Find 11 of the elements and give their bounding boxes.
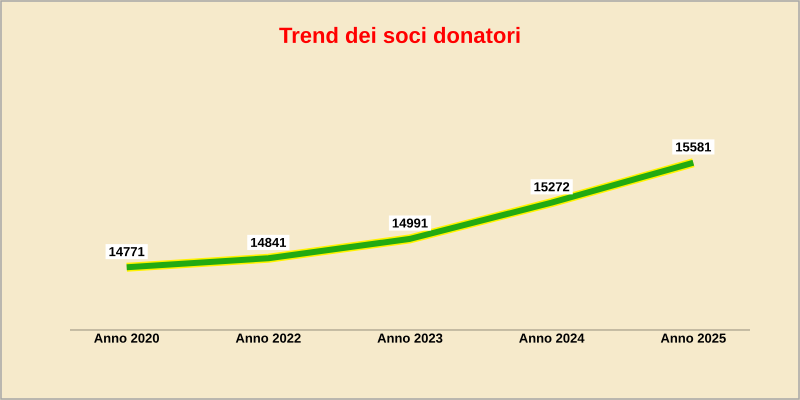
x-tick-label: Anno 2020 (94, 334, 159, 343)
data-label: 14991 (392, 218, 428, 228)
x-tick-label: Anno 2022 (236, 334, 301, 343)
x-tick-label: Anno 2025 (660, 334, 726, 343)
data-label: 14771 (109, 247, 144, 256)
data-label: 14841 (251, 238, 286, 248)
data-label: 15272 (534, 182, 570, 192)
data-label: 15581 (676, 142, 712, 152)
x-tick-label: Anno 2024 (519, 334, 584, 343)
chart-title: Trend dei soci donatori (279, 26, 520, 44)
x-tick-label: Anno 2023 (377, 334, 442, 343)
